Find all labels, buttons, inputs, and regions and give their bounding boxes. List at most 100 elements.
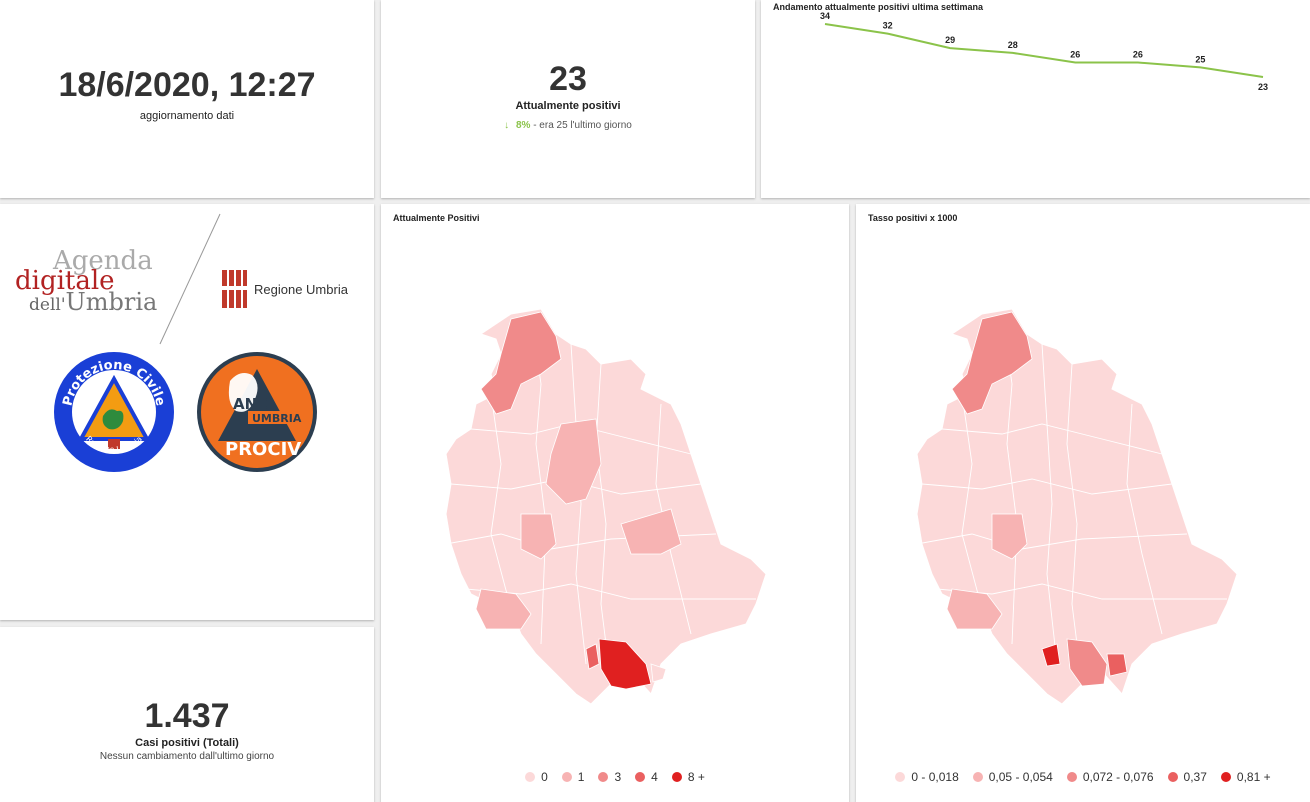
legend-item[interactable]: 0,81 + — [1220, 770, 1271, 784]
trend-chart: 34 32 29 28 26 26 25 23 — [820, 11, 1268, 92]
positives-card: 23 Attualmente positivi ↓ 8% - era 25 l'… — [381, 0, 755, 198]
trend-data-label: 34 — [820, 11, 830, 21]
trend-data-label: 26 — [1133, 50, 1143, 60]
logos-card: Agenda digitale dell'Umbria Regione Umbr… — [0, 204, 374, 620]
municipality[interactable] — [1106, 653, 1128, 677]
positives-value: 23 — [549, 60, 587, 98]
legend-label: 0 — [541, 770, 548, 784]
umbria-map-positives[interactable] — [381, 224, 849, 744]
municipality[interactable] — [991, 513, 1028, 560]
map-positives-card: Attualmente Positivi 0 1 3 4 8 + — [381, 204, 849, 802]
umbria-map-rate[interactable] — [856, 224, 1310, 744]
anci-prociv-logo: ANCI UMBRIA PROCIV — [197, 352, 317, 472]
legend-item[interactable]: 0 — [525, 770, 548, 784]
total-note: Nessun cambiamento dall'ultimo giorno — [99, 751, 275, 762]
legend-item[interactable]: 0,072 - 0,076 — [1066, 770, 1154, 784]
legend-swatch — [598, 772, 609, 782]
legend-swatch — [895, 772, 906, 782]
umbria-text: UMBRIA — [252, 412, 302, 425]
total-label: Casi positivi (Totali) — [135, 737, 239, 749]
legend-swatch — [671, 772, 682, 782]
arrow-down-icon: ↓ — [504, 120, 510, 131]
map-positives-title: Attualmente Positivi — [393, 213, 480, 223]
trend-data-label: 25 — [1195, 54, 1205, 64]
logo-divider — [159, 213, 221, 345]
legend-swatch — [972, 772, 983, 782]
legend-swatch — [525, 772, 536, 782]
municipality[interactable] — [545, 418, 602, 505]
trend-data-label: 23 — [1258, 82, 1268, 92]
municipal-boundary — [595, 363, 612, 685]
legend-label: 0,05 - 0,054 — [988, 770, 1053, 784]
municipality[interactable] — [946, 588, 1003, 630]
municipality[interactable] — [480, 311, 562, 415]
municipal-boundary — [490, 393, 512, 610]
municipal-boundary — [570, 343, 587, 665]
legend-item[interactable]: 3 — [598, 770, 621, 784]
legend-label: 8 + — [687, 770, 705, 784]
anci-text: ANCI — [233, 395, 274, 413]
protezione-civile-logo: Protezione Civile Regione Umbria — [54, 352, 174, 472]
digitale-word: digitale — [15, 266, 115, 296]
legend-swatch — [1167, 772, 1178, 782]
map-rate-title: Tasso positivi x 1000 — [868, 213, 958, 223]
municipal-boundary — [921, 478, 1173, 495]
trend-title: Andamento attualmente positivi ultima se… — [773, 2, 984, 12]
positives-change: ↓ 8% - era 25 l'ultimo giorno — [381, 120, 755, 131]
positives-label: Attualmente positivi — [515, 100, 621, 112]
legend-label: 0,072 - 0,076 — [1082, 770, 1154, 784]
agenda-word: Agenda — [53, 246, 153, 276]
trend-data-label: 26 — [1070, 50, 1080, 60]
legend-item[interactable]: 0 - 0,018 — [895, 770, 959, 784]
dell-word: dell' — [29, 295, 66, 315]
municipal-boundary — [1066, 363, 1083, 685]
municipality[interactable] — [951, 311, 1033, 415]
update-datetime: 18/6/2020, 12:27 — [58, 66, 316, 104]
dellumbria-wrap: dell'Umbria — [29, 288, 157, 316]
municipality[interactable] — [1066, 638, 1108, 687]
municipality[interactable] — [520, 513, 557, 560]
legend-item[interactable]: 4 — [635, 770, 658, 784]
update-card: 18/6/2020, 12:27 aggiornamento dati — [0, 0, 374, 198]
municipality[interactable] — [475, 588, 532, 630]
trend-data-label: 29 — [945, 35, 955, 45]
municipality[interactable] — [620, 508, 682, 555]
legend-label: 0,37 — [1183, 770, 1207, 784]
municipality[interactable] — [650, 663, 667, 683]
legend-item[interactable]: 0,37 — [1167, 770, 1207, 784]
legend-label: 0,81 + — [1236, 770, 1271, 784]
agenda-digitale-logo: Agenda digitale dell'Umbria — [15, 246, 165, 316]
total-value: 1.437 — [144, 697, 230, 735]
trend-data-label: 32 — [883, 21, 893, 31]
municipal-boundary — [961, 393, 983, 610]
map-rate-legend: 0 - 0,018 0,05 - 0,054 0,072 - 0,076 0,37 0,… — [856, 770, 1310, 784]
total-card: 1.437 Casi positivi (Totali) Nessun camb… — [0, 627, 374, 802]
legend-swatch — [1066, 772, 1077, 782]
municipal-boundary — [1041, 343, 1058, 665]
positives-change-pct: 8% — [515, 120, 531, 131]
trend-card: Andamento attualmente positivi ultima se… — [761, 0, 1310, 198]
municipality[interactable] — [585, 643, 600, 670]
legend-label: 4 — [651, 770, 658, 784]
regione-umbria-logo: Regione Umbria — [220, 268, 348, 310]
umbria-word: Umbria — [65, 288, 158, 316]
legend-item[interactable]: 0,05 - 0,054 — [972, 770, 1053, 784]
regione-label: Regione Umbria — [254, 281, 348, 297]
legend-item[interactable]: 1 — [561, 770, 585, 784]
legend-swatch — [561, 772, 572, 782]
positives-change-text: - era 25 l'ultimo giorno — [533, 120, 632, 131]
trend-data-label: 28 — [1008, 40, 1018, 50]
municipal-boundary — [941, 423, 1163, 455]
municipality[interactable] — [598, 638, 652, 690]
map-positives-legend: 0 1 3 4 8 + — [381, 770, 849, 784]
legend-label: 0 - 0,018 — [911, 770, 959, 784]
legend-label: 1 — [577, 770, 585, 784]
prociv-text: PROCIV — [225, 439, 301, 460]
municipality[interactable] — [1041, 643, 1061, 667]
legend-swatch — [1220, 772, 1231, 782]
municipal-boundary — [1126, 403, 1163, 635]
regione-emblem-icon — [220, 268, 248, 310]
legend-item[interactable]: 8 + — [671, 770, 705, 784]
legend-swatch — [635, 772, 646, 782]
legend-label: 3 — [614, 770, 622, 784]
